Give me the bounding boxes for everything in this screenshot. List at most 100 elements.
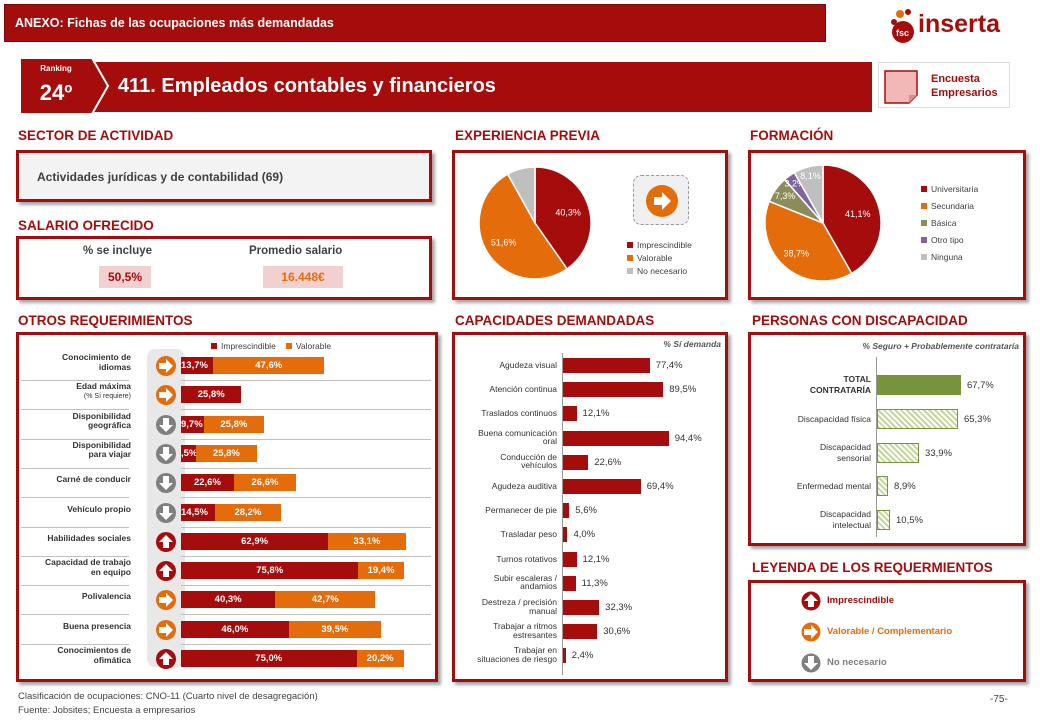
tr-legend-item: Universitaria: [921, 181, 978, 198]
other-req-panel: Imprescindible Valorable Conocimiento de i…: [16, 332, 438, 682]
req-bar-imprescindible: [181, 620, 289, 638]
req-bar-label: 19,4%: [367, 565, 395, 577]
req-bar-valorable: [356, 650, 404, 667]
cap-label-2: Traslados continuos: [457, 409, 557, 418]
legend-swatch: [211, 343, 217, 349]
req-separator: [181, 585, 431, 587]
legend-label: Ninguna: [931, 252, 963, 262]
req-separator: [181, 438, 431, 440]
req-icon-2: [155, 414, 177, 436]
req-separator: [21, 643, 129, 645]
disability-panel: % Seguro + Probablemente contrataría TOT…: [748, 332, 1026, 546]
req-separator: [181, 497, 431, 499]
occupation-title: 411. Empleados contables y financieros: [118, 75, 496, 97]
dis-bar-4: [877, 510, 891, 531]
req-icon-1: [155, 384, 177, 406]
req-bar-label: ,5%: [181, 447, 198, 459]
dis-bar-3: [877, 476, 889, 497]
exp-slice-2: [506, 166, 536, 226]
dis-label-3: Enfermedad mental: [753, 481, 871, 492]
salary-panel: % se incluye 50,5% Promedio salario 16.4…: [16, 236, 432, 300]
req-bar-label: 47,6%: [255, 360, 283, 371]
legend-label: No necesario: [637, 266, 688, 276]
req-bar-valorable: [203, 415, 265, 433]
salary-avg-value: 16.448€: [263, 266, 343, 288]
other-req-heading: OTROS REQUERIMIENTOS: [18, 313, 193, 328]
req-label-9: Buena presencia: [19, 621, 131, 632]
cap-value-8: 12,1%: [582, 553, 610, 565]
cap-label-line: Buena comunicación: [478, 427, 557, 438]
cap-label-9: Subir escaleras / andamios: [457, 574, 557, 591]
req-legend-item: Valorable: [285, 341, 332, 351]
cap-value-3: 94,4%: [674, 432, 702, 444]
req-bar-imprescindible: [181, 444, 197, 462]
req-bar-label: 39,5%: [321, 623, 349, 635]
req-separator: [181, 467, 431, 469]
dis-value-3: 8,9%: [894, 481, 916, 493]
exp-slice-1: [478, 173, 569, 280]
experience-legend: Imprescindible Valorable No necesario: [627, 239, 692, 278]
legend-label: Valorable: [637, 253, 673, 263]
req-label-line1: Edad máxima: [76, 381, 131, 392]
req-bar-label: 28,2%: [234, 506, 262, 518]
req-icon-5: [155, 502, 177, 524]
req-icon-8: [155, 589, 177, 611]
req-bar-label: 62,9%: [241, 535, 269, 547]
cap-label-line: Agudeza visual: [499, 360, 557, 370]
cap-value-0: 77,4%: [655, 360, 683, 371]
cap-label-line: Trabajar a ritmos: [493, 621, 557, 632]
tr-label-3: 3,2%: [784, 178, 805, 188]
footer-line1: Clasificación de ocupaciones: CNO-11 (Cu…: [18, 691, 318, 702]
req-bar-label: 46,0%: [221, 623, 249, 635]
legend-label: Secundaria: [931, 201, 975, 211]
cap-value-5: 69,4%: [646, 481, 674, 492]
experience-heading: EXPERIENCIA PREVIA: [455, 128, 601, 143]
cap-label-0: Agudeza visual: [457, 361, 557, 370]
req-separator: [21, 409, 129, 411]
dis-value-1: 65,3%: [963, 413, 991, 425]
req-icon-10: [155, 648, 177, 670]
cap-label-line: Turnos rotativos: [496, 553, 557, 564]
req-bar-valorable: [288, 620, 382, 638]
req-icon-4: [155, 472, 177, 494]
req-legend-item: Imprescindible: [211, 341, 276, 351]
cap-label-11: Trabajar a ritmos estresantes: [457, 622, 557, 639]
tr-slice-1: [764, 200, 853, 282]
cap-label-line: Atención continua: [489, 384, 557, 395]
tr-label-4: 8,1%: [800, 171, 821, 181]
req-bar-label: 20,2%: [366, 653, 394, 664]
cap-label-line: Destreza / precisión: [481, 597, 557, 607]
other-req-legend: Imprescindible Valorable: [211, 341, 341, 351]
req-label-line2: (% Sí requiere): [83, 392, 131, 400]
training-panel: 41,1% 38,7% 7,3% 3,2% 8,1% Universitaria Secu…: [748, 150, 1026, 300]
salary-avg-label: Promedio salario: [249, 245, 343, 257]
req-label-line1: Conocimientos de: [57, 645, 131, 655]
tr-legend-item: Secundaria: [921, 198, 978, 215]
dis-label-4: Discapacidad intelectual: [753, 509, 871, 531]
req-bar-label: 40,3%: [214, 594, 242, 606]
disability-note: % Seguro + Probablemente contrataría: [862, 341, 1019, 351]
cap-bar-0: [563, 358, 650, 373]
cap-bar-2: [563, 406, 577, 422]
req-label-line1: Disponibilidad: [72, 410, 131, 421]
legend-req-label-2: No necesario: [827, 657, 887, 668]
cap-label-line: manual: [529, 605, 557, 616]
cap-label-6: Permanecer de pie: [457, 506, 557, 515]
cap-label-line: oral: [542, 436, 557, 447]
req-separator: [181, 380, 431, 381]
dis-label-line: CONTRATARÍA: [809, 385, 871, 395]
req-label-line1: Vehículo propio: [67, 503, 131, 514]
req-separator: [21, 585, 129, 587]
req-separator: [181, 643, 431, 645]
req-bar-imprescindible: [181, 562, 359, 580]
cap-label-8: Turnos rotativos: [457, 555, 557, 564]
dis-label-line: Discapacidad: [819, 441, 871, 452]
legend-label: Valorable: [295, 341, 332, 351]
dis-label-line: Discapacidad: [819, 509, 871, 520]
req-label-10: Conocimientos de ofimática: [19, 645, 131, 665]
dis-label-line: sensorial: [836, 452, 871, 463]
req-bar-valorable: [358, 562, 404, 580]
cap-bar-8: [563, 551, 577, 567]
sector-text: Actividades jurídicas y de contabilidad …: [37, 170, 284, 184]
req-separator: [21, 614, 129, 616]
